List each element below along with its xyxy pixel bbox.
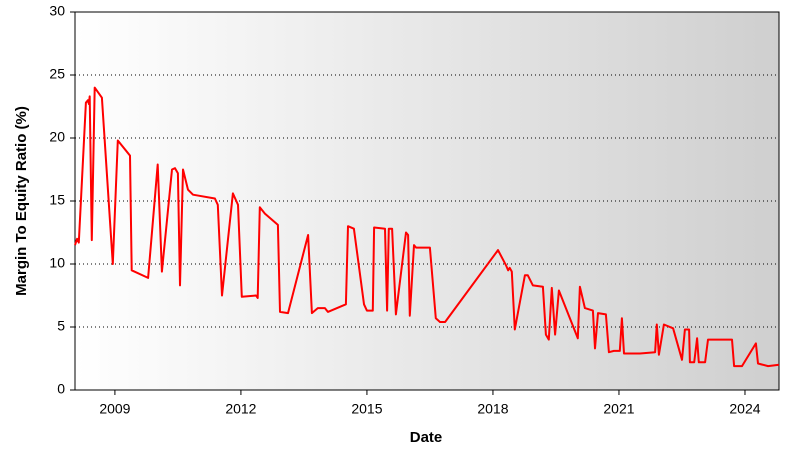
y-tick-label: 10: [49, 255, 65, 271]
x-tick-label: 2009: [99, 401, 130, 417]
x-tick-label: 2018: [477, 401, 508, 417]
y-tick-label: 0: [57, 381, 65, 397]
x-tick-label: 2012: [225, 401, 256, 417]
y-axis-label: Margin To Equity Ratio (%): [13, 106, 30, 296]
x-tick-label: 2024: [729, 401, 760, 417]
y-tick-label: 20: [49, 129, 65, 145]
x-tick-label: 2021: [603, 401, 634, 417]
x-axis-label: Date: [410, 429, 443, 446]
y-tick-label: 5: [57, 318, 65, 334]
data-line: [74, 86, 780, 368]
y-tick-label: 30: [49, 3, 65, 19]
y-tick-label: 25: [49, 66, 65, 82]
x-tick-label: 2015: [351, 401, 382, 417]
y-tick-label: 15: [49, 192, 65, 208]
